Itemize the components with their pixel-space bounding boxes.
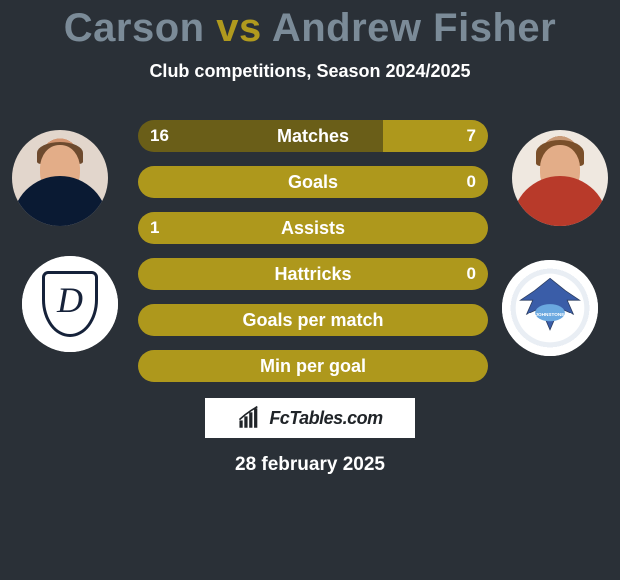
stat-value-left: 1 bbox=[150, 218, 159, 238]
stat-value-right: 7 bbox=[467, 126, 476, 146]
date-label: 28 february 2025 bbox=[235, 454, 385, 476]
stat-row: Goals0 bbox=[138, 166, 488, 198]
comparison-infographic: Carson vs Andrew Fisher Club competition… bbox=[0, 0, 620, 580]
stat-value-left: 16 bbox=[150, 126, 169, 146]
shield-icon bbox=[42, 271, 98, 337]
stat-label: Goals per match bbox=[138, 310, 488, 331]
club2-crest: ST JOHNSTONE FC bbox=[502, 260, 598, 356]
stat-label: Matches bbox=[138, 126, 488, 147]
avatar-body bbox=[12, 176, 108, 226]
title-player1: Carson bbox=[64, 6, 205, 50]
page-title: Carson vs Andrew Fisher bbox=[0, 0, 620, 51]
eagle-crest-icon: ST JOHNSTONE FC bbox=[511, 269, 589, 347]
avatar-body bbox=[512, 176, 608, 226]
stat-label: Min per goal bbox=[138, 356, 488, 377]
stat-label: Assists bbox=[138, 218, 488, 239]
player2-avatar bbox=[512, 130, 608, 226]
stats-bars: Matches167Goals0Assists1Hattricks0Goals … bbox=[138, 120, 488, 396]
title-player2: Andrew Fisher bbox=[272, 6, 556, 50]
bar-chart-icon bbox=[237, 405, 263, 431]
stat-row: Min per goal bbox=[138, 350, 488, 382]
stat-row: Matches16 7 bbox=[138, 120, 488, 152]
svg-text:ST JOHNSTONE FC: ST JOHNSTONE FC bbox=[528, 312, 572, 317]
brand-badge: FcTables.com bbox=[205, 398, 415, 438]
stat-value-right: 0 bbox=[467, 172, 476, 192]
stat-row: Assists1 bbox=[138, 212, 488, 244]
brand-text: FcTables.com bbox=[269, 408, 382, 429]
title-vs: vs bbox=[216, 6, 262, 50]
stat-row: Goals per match bbox=[138, 304, 488, 336]
subtitle: Club competitions, Season 2024/2025 bbox=[0, 61, 620, 82]
stat-label: Hattricks bbox=[138, 264, 488, 285]
stat-value-right: 0 bbox=[467, 264, 476, 284]
stat-row: Hattricks0 bbox=[138, 258, 488, 290]
stat-label: Goals bbox=[138, 172, 488, 193]
player1-avatar bbox=[12, 130, 108, 226]
club1-crest bbox=[22, 256, 118, 352]
